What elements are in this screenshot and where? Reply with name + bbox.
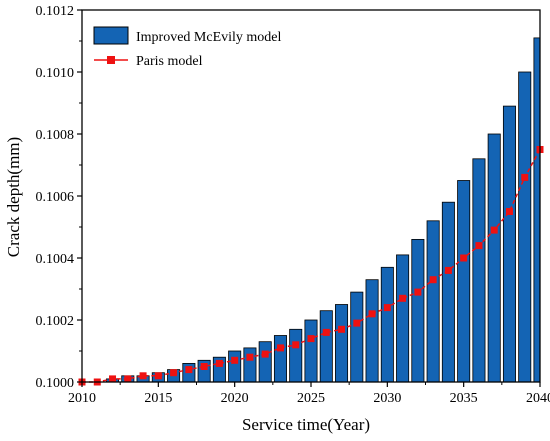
paris-marker: [429, 276, 437, 284]
paris-marker: [231, 356, 239, 364]
paris-marker: [200, 363, 208, 370]
paris-marker: [399, 294, 407, 302]
y-tick-label: 0.1002: [36, 314, 75, 329]
y-tick-label: 0.1000: [36, 376, 75, 391]
legend-label-bar: Improved McEvily model: [136, 30, 282, 45]
paris-marker: [338, 325, 346, 333]
bar: [243, 347, 257, 383]
bar: [472, 158, 486, 383]
paris-marker: [475, 242, 483, 250]
y-tick-label: 0.1008: [36, 128, 75, 143]
bar: [411, 238, 425, 383]
paris-marker: [505, 208, 513, 215]
bar: [396, 254, 410, 383]
x-tick-label: 2030: [373, 391, 401, 406]
x-tick-label: 2035: [450, 391, 478, 406]
paris-marker: [322, 328, 330, 336]
y-tick-label: 0.1012: [36, 4, 75, 19]
bar: [350, 291, 364, 383]
bar: [273, 335, 287, 383]
x-tick-label: 2010: [68, 391, 96, 406]
paris-marker: [154, 372, 162, 380]
legend-bar-swatch: [93, 26, 129, 45]
y-tick-label: 0.1004: [36, 252, 75, 267]
x-tick-label: 2015: [144, 391, 172, 406]
bar: [502, 105, 516, 383]
legend: Improved McEvily model Paris model: [93, 26, 282, 69]
paris-marker: [368, 310, 376, 318]
paris-marker: [185, 366, 193, 374]
paris-marker: [383, 304, 391, 312]
bar: [228, 350, 242, 383]
bar: [426, 220, 440, 383]
legend-label-line: Paris model: [136, 54, 203, 69]
paris-marker: [444, 266, 452, 274]
paris-marker: [307, 335, 315, 343]
y-axis-title: Crack depth(mm): [4, 137, 23, 257]
y-tick-label: 0.1006: [36, 190, 75, 205]
paris-marker: [124, 375, 132, 383]
paris-marker: [414, 288, 422, 296]
bar: [304, 319, 318, 383]
paris-marker: [246, 353, 254, 361]
x-tick-label: 2020: [221, 391, 249, 406]
paris-marker: [109, 375, 117, 383]
paris-marker: [521, 173, 529, 181]
paris-marker: [276, 344, 284, 352]
paris-marker: [490, 226, 498, 234]
axes: [77, 9, 541, 387]
bar: [365, 279, 379, 383]
paris-marker: [353, 319, 361, 327]
paris-marker: [215, 359, 223, 367]
bar: [380, 266, 394, 383]
bar: [518, 71, 532, 383]
legend-marker-swatch: [107, 56, 115, 64]
bar: [457, 180, 471, 383]
paris-marker: [139, 372, 147, 380]
bar: [487, 133, 501, 383]
line-series: [78, 146, 544, 386]
bar: [335, 304, 349, 383]
paris-marker: [460, 254, 468, 262]
x-tick-label: 2025: [297, 391, 325, 406]
bar: [319, 310, 333, 383]
y-tick-label: 0.1010: [36, 66, 75, 81]
x-axis-title: Service time(Year): [242, 415, 370, 434]
bar: [533, 37, 541, 383]
bar: [441, 201, 455, 383]
bar: [289, 328, 303, 383]
paris-marker: [292, 341, 300, 349]
bar: [258, 341, 272, 383]
paris-marker: [261, 350, 269, 358]
paris-marker: [170, 369, 178, 377]
